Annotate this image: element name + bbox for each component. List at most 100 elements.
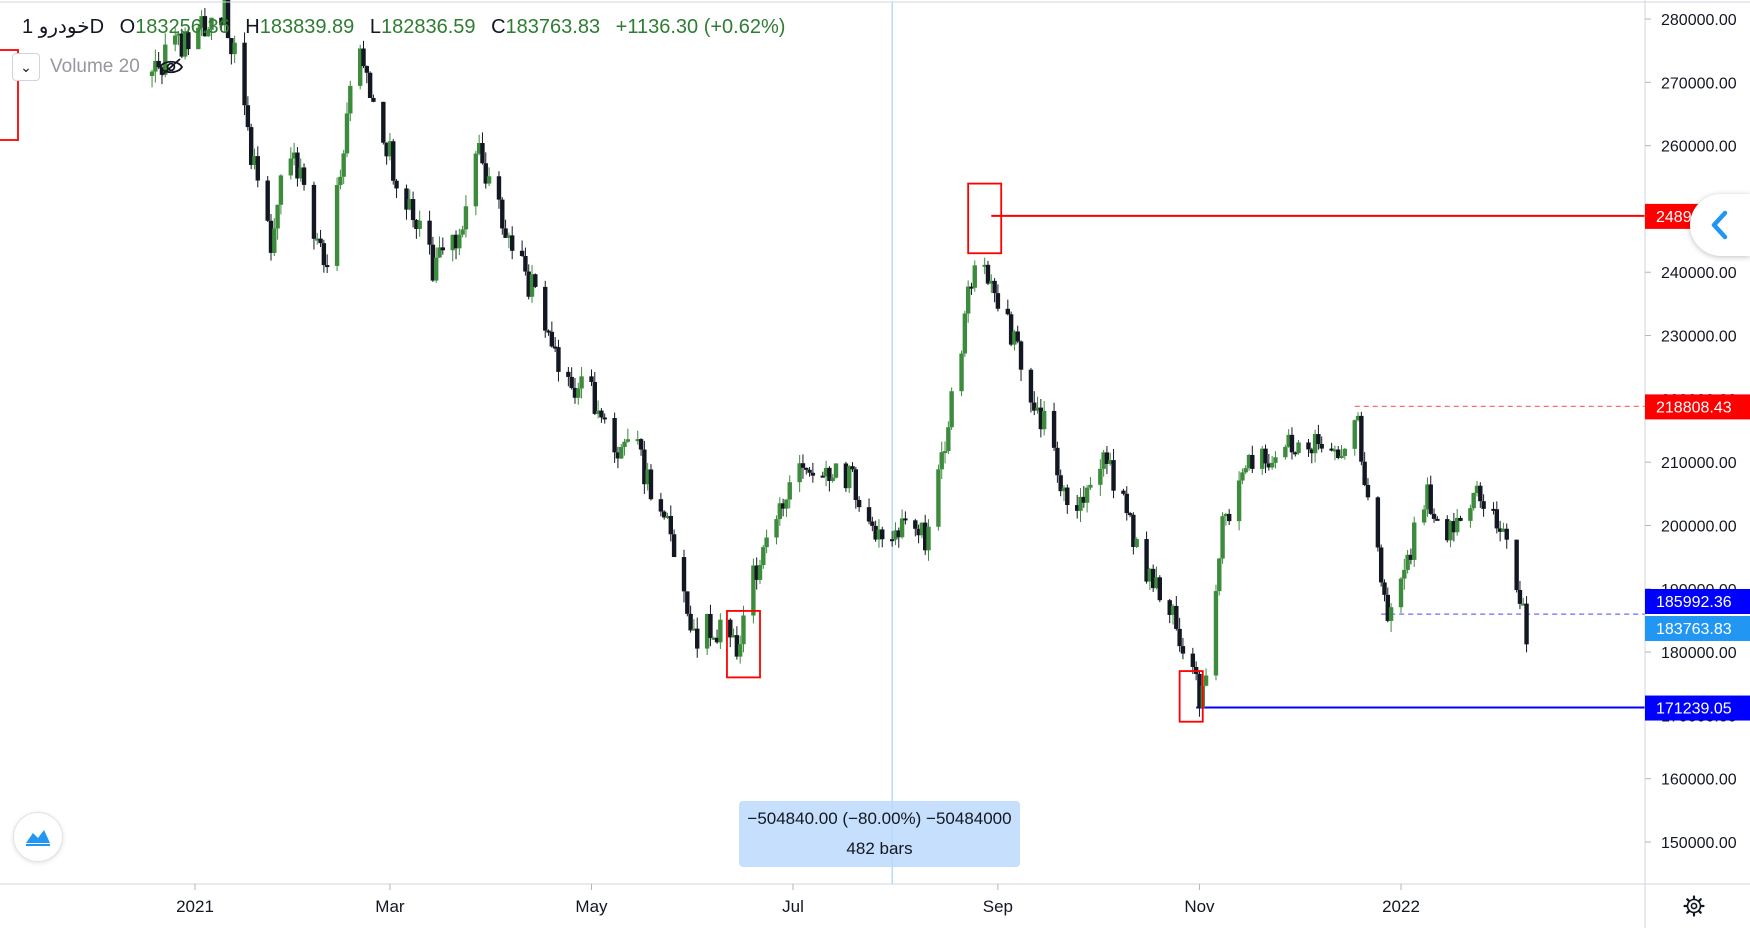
candle-body xyxy=(926,526,931,551)
candle-body xyxy=(298,167,303,179)
candle-body xyxy=(391,141,396,181)
candle-body xyxy=(1286,434,1291,447)
candle-body xyxy=(830,477,835,481)
candle-body xyxy=(265,180,270,221)
candle-body xyxy=(969,286,974,289)
candle-body xyxy=(225,0,231,39)
candle-body xyxy=(1015,331,1020,342)
annotation-lines-layer xyxy=(991,214,1645,709)
candle-body xyxy=(850,466,855,470)
highlight-rectangle-3[interactable] xyxy=(1178,670,1204,723)
candle-body xyxy=(1246,454,1252,469)
candle-body xyxy=(903,518,908,521)
candle-body xyxy=(1431,513,1437,519)
candle-body xyxy=(1032,402,1037,411)
candle-body xyxy=(1101,452,1106,469)
candle-body xyxy=(1339,455,1344,459)
candle-body xyxy=(1131,514,1136,548)
candle-body xyxy=(880,529,885,540)
candle-body xyxy=(761,547,766,566)
candle-body xyxy=(196,27,201,50)
candle-body xyxy=(1504,528,1509,540)
candle-body xyxy=(1180,646,1186,654)
candle-body xyxy=(268,220,274,253)
tradingview-logo-button[interactable] xyxy=(13,812,63,862)
measure-change: −504840.00 (−80.00%) −50484000 xyxy=(747,809,1012,828)
candle-body xyxy=(163,44,168,75)
candle-body xyxy=(503,228,508,238)
open-label: O xyxy=(119,16,136,38)
candle-body xyxy=(1088,484,1093,488)
candle-body xyxy=(1365,484,1371,498)
open-value: 183256.36 xyxy=(135,16,230,38)
candle-body xyxy=(1481,501,1486,509)
timeframe[interactable]: 1D xyxy=(22,16,105,38)
measure-tooltip: −504840.00 (−80.00%) −50484000 482 bars xyxy=(739,801,1020,867)
candle-body xyxy=(315,238,320,241)
candle-body xyxy=(1058,475,1063,492)
candle-body xyxy=(615,452,621,459)
candle-body xyxy=(959,353,964,392)
high-label: H xyxy=(245,16,260,38)
candle-body xyxy=(1154,577,1159,589)
highlight-rectangle-2[interactable] xyxy=(726,610,761,679)
candle-body xyxy=(427,220,432,245)
candle-body xyxy=(1177,628,1182,647)
highlight-rectangle-edge[interactable] xyxy=(0,49,19,141)
candle-body xyxy=(1362,461,1367,485)
candle-body xyxy=(579,376,584,389)
price-tick-label: 200000.00 xyxy=(1661,518,1737,535)
candle-body xyxy=(371,97,376,102)
candle-body xyxy=(873,525,878,540)
candle-body xyxy=(1170,605,1176,615)
candle-body xyxy=(942,451,948,454)
candle-body xyxy=(156,60,161,68)
candle-body xyxy=(1035,407,1040,411)
candle-body xyxy=(242,42,247,106)
candle-body xyxy=(387,141,393,157)
eye-hidden-icon[interactable] xyxy=(158,57,184,77)
highlight-rectangle-1[interactable] xyxy=(967,182,1003,255)
candle-body xyxy=(1474,485,1480,494)
candle-body xyxy=(856,500,862,508)
price-tag-blue_low xyxy=(1645,695,1750,721)
measure-bars: 482 bars xyxy=(846,839,913,858)
candle-body xyxy=(232,42,237,55)
candle-body xyxy=(1471,493,1476,509)
candle-body xyxy=(453,234,459,249)
candle-body xyxy=(1405,554,1410,570)
candle-body xyxy=(1359,415,1364,462)
candle-body xyxy=(589,376,594,382)
price-tick-label: 270000.00 xyxy=(1661,75,1737,92)
candle-body xyxy=(728,619,733,638)
collapse-legend-button[interactable]: ⌄ xyxy=(12,53,40,81)
candle-body xyxy=(176,33,181,36)
candle-body xyxy=(149,71,155,76)
candle-body xyxy=(1065,487,1070,506)
candle-body xyxy=(1332,449,1338,452)
candle-body xyxy=(1491,508,1496,511)
chart-settings-button[interactable] xyxy=(1676,890,1712,922)
candle-body xyxy=(549,331,555,347)
candle-body xyxy=(1108,460,1113,464)
symbol-name[interactable]: خودرو xyxy=(38,16,90,38)
gear-icon xyxy=(1683,895,1705,917)
candle-body xyxy=(1398,578,1404,608)
candle-body xyxy=(1329,448,1334,451)
candle-body xyxy=(1127,513,1133,516)
candle-body xyxy=(1402,569,1407,579)
candle-body xyxy=(219,17,224,26)
candle-body xyxy=(572,387,578,398)
volume-indicator-label[interactable]: Volume 20 xyxy=(50,56,140,77)
candle-body xyxy=(278,175,284,205)
candle-body xyxy=(206,29,211,37)
candle-body xyxy=(889,539,895,542)
candle-body xyxy=(847,466,852,489)
candle-body xyxy=(496,176,502,200)
price-tick-label: 260000.00 xyxy=(1661,139,1737,156)
candle-body xyxy=(1451,521,1457,533)
candle-body xyxy=(407,199,412,210)
right-panel-toggle-button[interactable] xyxy=(1690,194,1750,256)
